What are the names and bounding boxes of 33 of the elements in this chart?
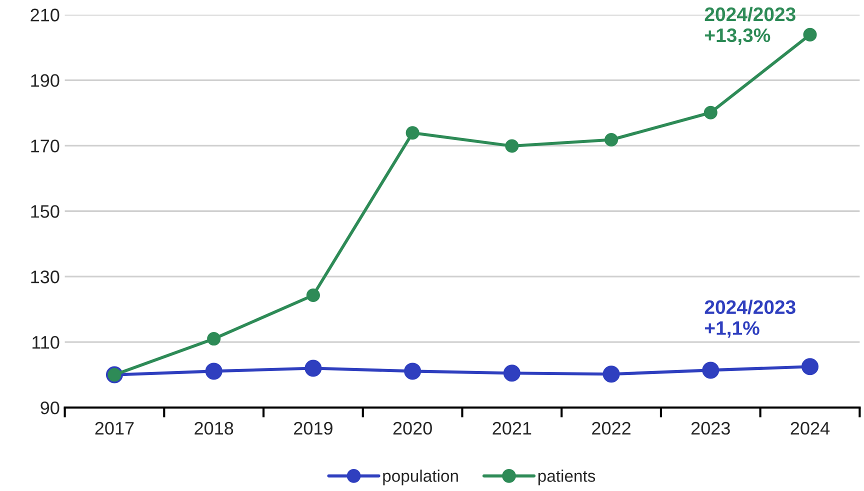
point xyxy=(207,332,221,346)
y-tick-label: 150 xyxy=(31,205,60,218)
point xyxy=(704,106,718,120)
y-tick-label: 170 xyxy=(31,140,60,152)
point xyxy=(604,133,618,147)
x-tick-label: 2022 xyxy=(592,422,630,435)
point xyxy=(304,360,322,377)
point xyxy=(801,358,819,376)
point xyxy=(505,139,519,153)
x-tick-label: 2017 xyxy=(95,422,134,435)
x-tick-label: 2020 xyxy=(393,422,432,435)
y-tick-label: 130 xyxy=(31,270,60,284)
x-tick-label: 2023 xyxy=(691,422,730,435)
legend-label: patients xyxy=(538,470,596,486)
point xyxy=(306,288,320,302)
point xyxy=(406,126,420,140)
y-tick-label: 210 xyxy=(30,8,60,22)
x-tick-label: 2021 xyxy=(492,422,532,435)
y-tick-label: 190 xyxy=(31,74,60,87)
y-tick-label: 110 xyxy=(32,336,60,349)
point xyxy=(404,362,422,380)
point xyxy=(803,28,817,42)
x-tick-label: 2018 xyxy=(194,422,234,435)
annotation: 2024/2023 +1,1% xyxy=(704,300,796,338)
x-tick-label: 2024 xyxy=(790,422,830,435)
point xyxy=(702,362,720,379)
y-tick-label: 90 xyxy=(40,401,60,414)
x-tick-label: 2019 xyxy=(294,422,332,435)
legend-label: population xyxy=(383,470,458,486)
point xyxy=(503,364,520,382)
annotation: 2024/2023 +13,3% xyxy=(704,6,796,45)
point xyxy=(602,366,620,383)
point xyxy=(205,362,222,380)
